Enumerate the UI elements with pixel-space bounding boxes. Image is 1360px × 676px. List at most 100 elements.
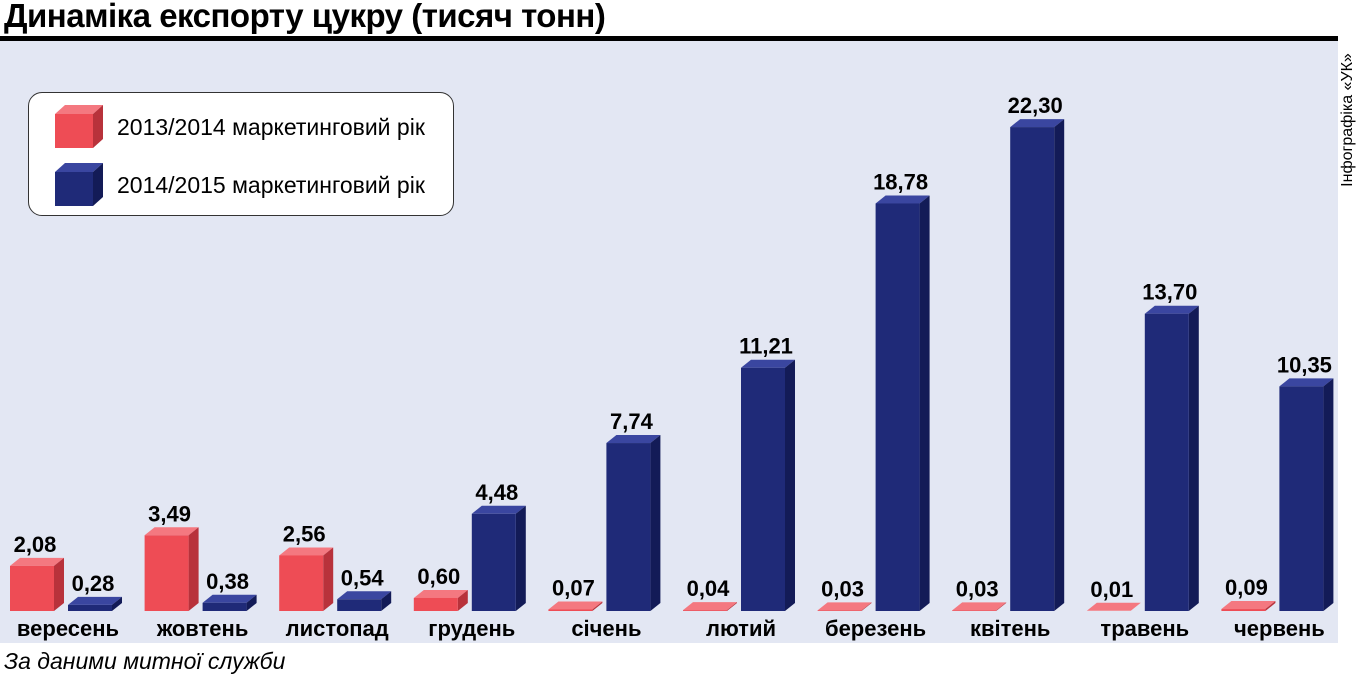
- bar-top-face: [1010, 119, 1065, 128]
- legend-label-series1: 2013/2014 маркетинговий рік: [117, 113, 425, 140]
- bar-series1-4: [413, 589, 468, 611]
- bar-top-face: [471, 505, 526, 514]
- data-label-series1-5: 0,07: [552, 575, 595, 600]
- bar-top-face: [144, 527, 199, 536]
- bar-top-face: [548, 601, 603, 610]
- bar-front-face: [68, 604, 112, 611]
- category-label-7: березень: [825, 616, 926, 641]
- bar-side-face: [650, 435, 661, 611]
- category-label-2: жовтень: [156, 616, 249, 641]
- bar-top-face: [817, 602, 872, 611]
- data-label-series2-3: 0,54: [341, 565, 385, 590]
- bar-side-face: [515, 505, 526, 611]
- data-label-series2-5: 7,74: [610, 409, 654, 434]
- bar-series2-4: [471, 505, 526, 611]
- bar-series1-10: [1221, 601, 1276, 611]
- data-label-series1-6: 0,04: [687, 576, 731, 601]
- bar-side-face: [381, 591, 392, 611]
- bar-top-face: [1086, 602, 1141, 611]
- data-label-series1-2: 3,49: [148, 501, 191, 526]
- bar-series1-2: [144, 527, 199, 611]
- bar-top-face: [1279, 378, 1334, 387]
- bar-series1-8: [952, 602, 1007, 611]
- bar-top-face: [875, 195, 930, 204]
- legend-label-series2: 2014/2015 маркетинговий рік: [117, 171, 425, 198]
- bar-series1-9: [1086, 602, 1141, 611]
- bar-top-face: [741, 359, 795, 368]
- bar-side-face: [246, 594, 257, 611]
- bar-series2-8: [1010, 119, 1065, 611]
- bar-side-face: [1323, 378, 1334, 611]
- blue-cube-icon: [55, 163, 103, 206]
- bar-side-face: [592, 601, 603, 611]
- bar-front-face: [1010, 127, 1055, 611]
- bar-top-face: [1144, 305, 1199, 314]
- data-label-series1-10: 0,09: [1225, 575, 1268, 600]
- red-cube-icon: [55, 105, 103, 148]
- bar-front-face: [413, 597, 458, 611]
- bar-front-face: [741, 367, 785, 611]
- bar-top-face: [337, 591, 392, 600]
- bar-front-face: [471, 513, 516, 611]
- source-note: За даними митної служби: [4, 648, 286, 674]
- bar-series2-6: [741, 359, 795, 611]
- data-label-series2-9: 13,70: [1142, 280, 1197, 305]
- category-label-10: червень: [1234, 616, 1325, 641]
- bar-side-face: [323, 547, 334, 611]
- data-label-series1-4: 0,60: [417, 564, 460, 589]
- data-label-series2-6: 11,21: [739, 334, 793, 359]
- category-group-9: [1086, 305, 1199, 611]
- category-group-2: [144, 527, 257, 611]
- bar-series2-9: [1144, 305, 1199, 611]
- category-group-5: [548, 435, 661, 611]
- bar-series1-5: [548, 601, 603, 611]
- category-label-4: грудень: [428, 616, 515, 641]
- bar-front-face: [144, 535, 189, 611]
- legend-item-series1: 2013/2014 маркетинговий рік: [49, 101, 425, 153]
- category-label-1: вересень: [17, 616, 119, 641]
- data-label-series2-7: 18,78: [873, 169, 928, 194]
- bar-side-face: [919, 195, 930, 611]
- bar-side-face: [785, 359, 795, 611]
- bar-top-face: [606, 435, 661, 444]
- bar-top-face: [68, 596, 122, 605]
- legend: 2013/2014 маркетинговий рік 2014/2015 ма…: [28, 92, 454, 216]
- category-group-10: [1221, 378, 1334, 611]
- bar-front-face: [952, 610, 997, 611]
- bar-front-face: [1279, 386, 1324, 611]
- bar-side-face: [457, 589, 468, 611]
- bar-side-face: [861, 602, 872, 611]
- bar-chart: 2,08 0,28 вересень 3,49 0,38 жовтень 2,56 0,54 л…: [10, 93, 1334, 641]
- category-label-3: листопад: [286, 616, 389, 641]
- bar-series1-1: [10, 557, 64, 611]
- bar-side-face: [1265, 601, 1276, 611]
- data-label-series1-3: 2,56: [283, 521, 326, 546]
- bar-series2-3: [337, 591, 392, 611]
- bar-top-face: [202, 594, 257, 603]
- category-label-6: лютий: [706, 616, 776, 641]
- category-group-3: [279, 547, 392, 611]
- chart-title: Динаміка експорту цукру (тисяч тонн): [4, 0, 606, 34]
- bar-front-face: [548, 609, 593, 611]
- bar-top-face: [10, 557, 64, 566]
- data-label-series1-8: 0,03: [956, 576, 999, 601]
- bar-front-face: [817, 610, 862, 611]
- category-group-4: [413, 505, 526, 611]
- category-group-8: [952, 119, 1065, 611]
- bar-series1-6: [683, 602, 737, 611]
- category-label-8: квітень: [970, 616, 1050, 641]
- title-rule: [0, 36, 1338, 41]
- bar-front-face: [202, 602, 247, 611]
- bar-series1-7: [817, 602, 872, 611]
- category-group-7: [817, 195, 930, 611]
- data-label-series2-4: 4,48: [475, 480, 518, 505]
- bar-side-face: [727, 602, 737, 611]
- category-label-9: травень: [1100, 616, 1189, 641]
- data-label-series2-10: 10,35: [1277, 352, 1332, 377]
- category-label-5: січень: [571, 616, 641, 641]
- bar-front-face: [683, 610, 727, 611]
- data-label-series1-1: 2,08: [14, 532, 57, 557]
- bar-side-face: [188, 527, 199, 611]
- bar-front-face: [875, 203, 920, 611]
- bar-series2-7: [875, 195, 930, 611]
